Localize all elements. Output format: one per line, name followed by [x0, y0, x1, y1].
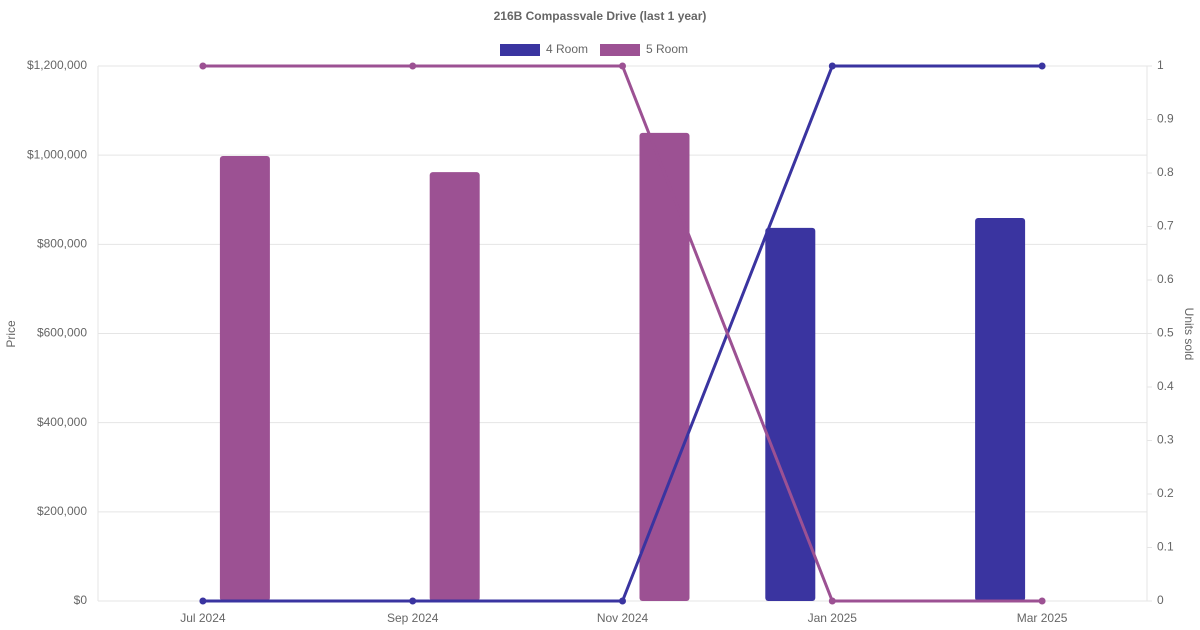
legend-label: 4 Room: [546, 42, 588, 56]
y2-tick-label: 0.4: [1157, 379, 1174, 393]
y2-tick-label: 0: [1157, 593, 1164, 607]
y-tick-label: $600,000: [37, 326, 87, 340]
y2-tick-label: 0.9: [1157, 112, 1174, 126]
y2-tick-label: 0.2: [1157, 486, 1174, 500]
y2-tick-label: 0.1: [1157, 540, 1174, 554]
bar: [429, 172, 480, 601]
y2-tick-label: 0.7: [1157, 219, 1174, 233]
line-point: [828, 62, 836, 70]
y2-tick-label: 0.3: [1157, 433, 1174, 447]
legend-swatch: [500, 44, 540, 56]
y2-axis-title: Units sold: [1182, 308, 1196, 361]
y2-tick-label: 0.6: [1157, 272, 1174, 286]
y-tick-label: $200,000: [37, 504, 87, 518]
y2-tick-label: 0.5: [1157, 326, 1174, 340]
line-point: [199, 62, 207, 70]
y2-tick-label: 0.8: [1157, 165, 1174, 179]
bar: [765, 227, 816, 601]
x-tick-label: Mar 2025: [1017, 611, 1068, 625]
legend-label: 5 Room: [646, 42, 688, 56]
line-point: [1038, 62, 1046, 70]
x-tick-label: Jul 2024: [180, 611, 226, 625]
legend-swatch: [600, 44, 640, 56]
y-tick-label: $0: [74, 593, 88, 607]
chart-title: 216B Compassvale Drive (last 1 year): [494, 9, 707, 23]
x-tick-label: Nov 2024: [597, 611, 649, 625]
y-tick-label: $1,000,000: [27, 147, 87, 161]
x-tick-label: Jan 2025: [808, 611, 858, 625]
y-tick-label: $1,200,000: [27, 58, 87, 72]
line-point: [619, 597, 626, 605]
x-tick-label: Sep 2024: [387, 611, 439, 625]
line-point: [199, 597, 207, 605]
line-point: [409, 597, 417, 605]
y-tick-label: $800,000: [37, 237, 87, 251]
line-point: [619, 62, 626, 70]
bar: [219, 156, 270, 601]
bar: [975, 218, 1026, 601]
bar: [639, 132, 690, 601]
y-tick-label: $400,000: [37, 415, 87, 429]
y2-tick-label: 1: [1157, 58, 1164, 72]
y-axis-title: Price: [4, 320, 18, 348]
line-point: [409, 62, 417, 70]
line-point: [1038, 597, 1046, 605]
line-point: [828, 597, 836, 605]
